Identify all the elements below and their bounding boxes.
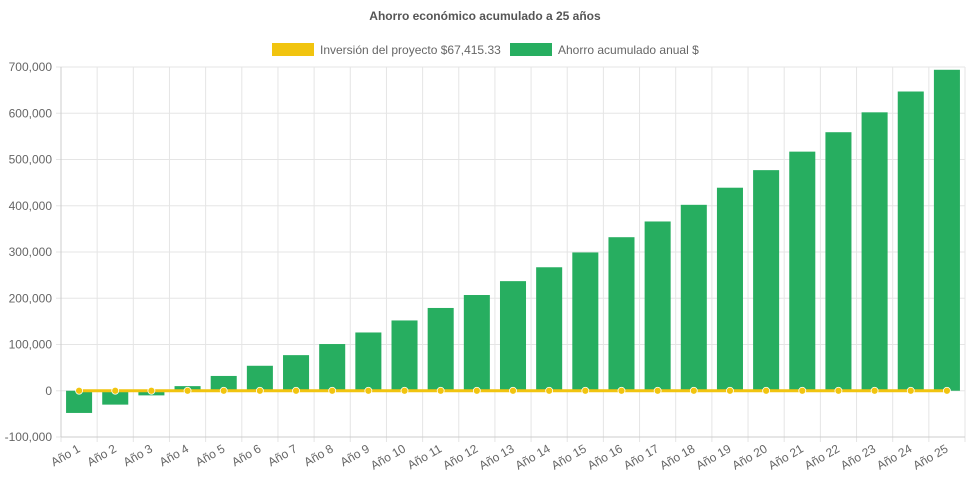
bar-series: [66, 69, 960, 413]
line-point: [762, 386, 771, 395]
x-tick-label: Año 22: [802, 441, 842, 472]
legend-item: Inversión del proyecto $67,415.33: [272, 43, 501, 57]
bar-año-5: [210, 375, 237, 391]
line-point: [943, 386, 951, 395]
bar-año-19: [716, 187, 743, 391]
x-tick-label: Año 9: [338, 441, 372, 469]
x-axis: Año 1 Año 2 Año 3 Año 4 Año 5 Año 6 Año 7 Año 8…: [48, 436, 965, 473]
bar-año-6: [246, 365, 273, 391]
line-point: [364, 386, 373, 395]
line-point: [545, 386, 554, 395]
x-tick-label: Año 17: [621, 441, 661, 472]
y-tick-label: 0: [45, 384, 52, 398]
line-point: [689, 386, 698, 395]
bar-año-11: [427, 307, 454, 391]
y-tick-label: 300,000: [9, 245, 53, 259]
line-point: [219, 386, 228, 395]
line-point: [472, 386, 481, 395]
bar-año-12: [463, 295, 490, 391]
legend: Inversión del proyecto $67,415.33 Ahorro …: [272, 43, 699, 57]
line-point: [726, 386, 734, 395]
bar-año-14: [536, 267, 563, 391]
x-tick-label: Año 8: [302, 441, 336, 469]
y-tick-label: 600,000: [9, 106, 53, 120]
legend-swatch: [272, 43, 314, 56]
x-tick-label: Año 6: [229, 441, 263, 469]
bar-año-1: [66, 390, 93, 413]
x-tick-label: Año 20: [730, 441, 770, 472]
x-tick-label: Año 10: [368, 441, 408, 472]
bar-año-8: [319, 344, 346, 391]
line-point: [183, 386, 192, 395]
line-point: [798, 386, 807, 395]
x-tick-label: Año 14: [513, 441, 553, 472]
x-tick-label: Año 21: [766, 441, 806, 472]
line-point: [870, 386, 879, 395]
bar-año-7: [283, 355, 310, 391]
x-tick-label: Año 18: [657, 441, 697, 472]
bar-año-15: [572, 252, 599, 391]
y-tick-label: -100,000: [5, 430, 53, 444]
bar-año-24: [897, 91, 924, 391]
y-axis: -100,000 0 100,000 200,000 300,000 400,000 500…: [5, 60, 62, 444]
line-point: [581, 386, 590, 395]
x-tick-label: Año 13: [477, 441, 517, 472]
x-tick-label: Año 25: [910, 441, 950, 472]
line-point: [436, 386, 445, 395]
line-point: [147, 386, 156, 395]
legend-label: Ahorro acumulado anual $: [558, 43, 699, 57]
x-tick-label: Año 23: [838, 441, 878, 472]
x-tick-label: Año 5: [193, 441, 227, 469]
y-tick-label: 400,000: [9, 199, 53, 213]
line-point: [111, 386, 120, 395]
x-tick-label: Año 11: [405, 441, 444, 472]
x-tick-label: Año 16: [585, 441, 625, 472]
chart-title: Ahorro económico acumulado a 25 años: [369, 9, 601, 23]
line-series: [75, 386, 951, 395]
line-point: [400, 386, 409, 395]
x-tick-label: Año 19: [694, 441, 734, 472]
line-point: [255, 386, 264, 395]
bar-año-10: [391, 320, 418, 391]
bar-año-23: [861, 112, 888, 391]
line-point: [328, 386, 337, 395]
bar-año-17: [644, 221, 671, 391]
bar-año-9: [355, 332, 382, 391]
line-point: [834, 386, 843, 395]
x-tick-label: Año 4: [157, 441, 191, 469]
line-point: [292, 386, 300, 395]
legend-swatch: [510, 43, 552, 56]
bar-año-18: [680, 204, 707, 391]
x-tick-label: Año 15: [549, 441, 589, 472]
x-tick-label: Año 12: [440, 441, 480, 472]
bar-año-13: [499, 281, 527, 391]
x-tick-label: Año 24: [874, 441, 914, 472]
bar-año-21: [789, 151, 816, 391]
line-point: [653, 386, 662, 395]
grid-lines: [56, 66, 966, 442]
line-point: [617, 386, 626, 395]
legend-item: Ahorro acumulado anual $: [510, 43, 699, 57]
bar-año-25: [933, 69, 960, 391]
y-tick-label: 500,000: [9, 153, 53, 167]
line-point: [906, 386, 915, 395]
line-point: [75, 386, 83, 395]
bar-año-20: [753, 170, 780, 391]
x-tick-label: Año 2: [85, 441, 119, 469]
legend-label: Inversión del proyecto $67,415.33: [320, 43, 501, 57]
x-tick-label: Año 3: [121, 441, 155, 469]
bar-año-22: [825, 132, 852, 391]
y-tick-label: 200,000: [9, 291, 53, 305]
line-point: [509, 386, 517, 395]
bar-año-2: [102, 390, 129, 405]
bar-año-16: [608, 237, 635, 391]
x-tick-label: Año 1: [48, 441, 82, 469]
y-tick-label: 100,000: [9, 338, 53, 352]
x-tick-label: Año 7: [265, 441, 299, 469]
y-tick-label: 700,000: [9, 60, 53, 74]
